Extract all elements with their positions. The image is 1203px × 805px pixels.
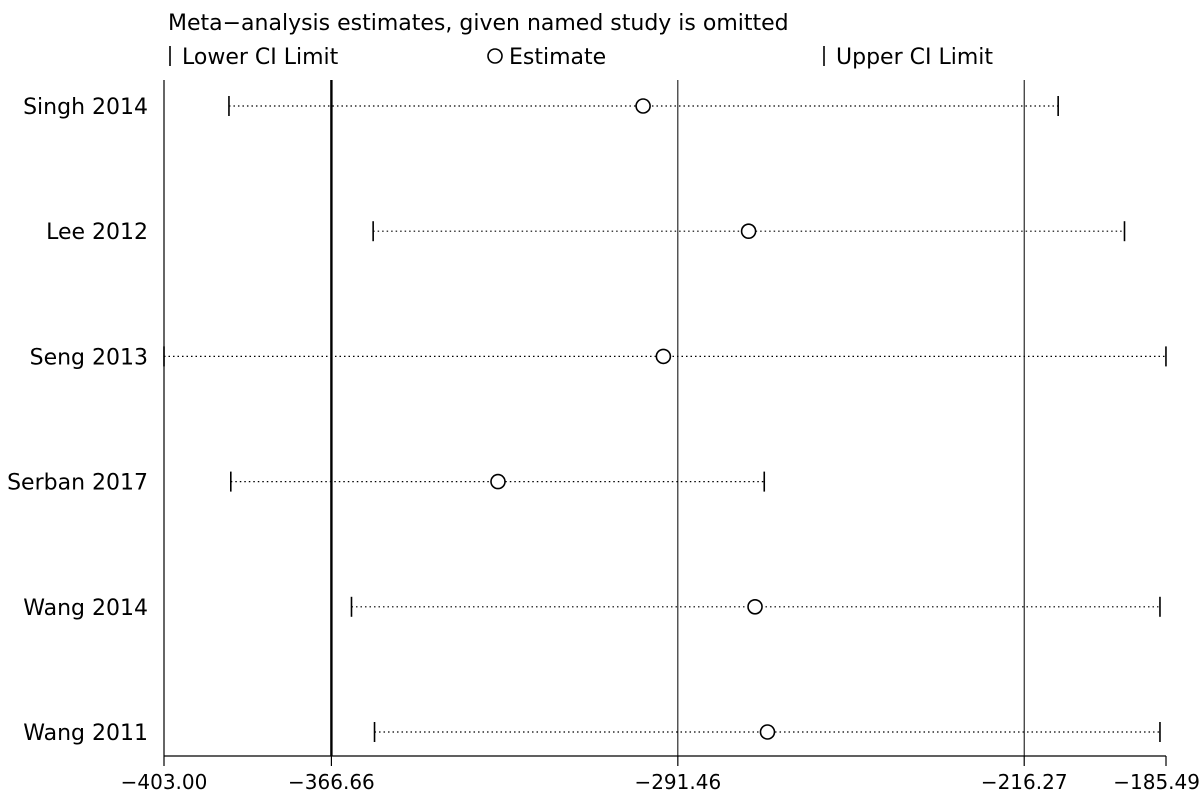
legend: Lower CI Limit Estimate Upper CI Limit — [169, 45, 993, 70]
study-row: Wang 2011 — [23, 721, 1161, 746]
study-label: Seng 2013 — [30, 345, 148, 370]
legend-label-0: Lower CI Limit — [182, 45, 339, 70]
study-rows: Singh 2014 Lee 2012 Seng 2013 Serban 2017 Wa… — [7, 95, 1167, 746]
study-label: Wang 2014 — [23, 596, 148, 621]
study-label: Lee 2012 — [46, 220, 148, 245]
x-tick-label: −291.46 — [634, 770, 721, 794]
x-axis: −403.00 −366.66 −291.46 −216.27 −185.49 — [121, 80, 1200, 794]
study-row: Singh 2014 — [23, 95, 1059, 120]
study-row: Serban 2017 — [7, 471, 766, 496]
study-label: Singh 2014 — [23, 95, 148, 120]
estimate-point — [635, 98, 651, 114]
legend-entry-2: Upper CI Limit — [823, 45, 993, 70]
x-tick-label: −366.66 — [288, 770, 375, 794]
legend-marker-1 — [487, 48, 503, 64]
study-label: Wang 2011 — [23, 721, 148, 746]
chart-title: Meta−analysis estimates, given named stu… — [168, 11, 789, 36]
study-row: Lee 2012 — [46, 220, 1126, 245]
legend-label-1: Estimate — [509, 45, 606, 70]
estimate-point — [759, 724, 776, 740]
legend-entry-1: Estimate — [487, 45, 606, 70]
x-tick-label: −403.00 — [121, 770, 208, 794]
estimate-point — [740, 223, 757, 239]
estimate-point — [655, 348, 672, 365]
estimate-point — [490, 473, 506, 490]
legend-entry-0: Lower CI Limit — [169, 45, 339, 70]
estimate-point — [747, 598, 763, 615]
legend-label-2: Upper CI Limit — [836, 45, 993, 70]
study-row: Seng 2013 — [30, 345, 1167, 370]
study-row: Wang 2014 — [23, 596, 1161, 621]
x-tick-label: −185.49 — [1113, 770, 1200, 794]
study-label: Serban 2017 — [7, 471, 148, 496]
x-tick-label: −216.27 — [981, 770, 1068, 794]
reference-lines — [330, 80, 1025, 756]
